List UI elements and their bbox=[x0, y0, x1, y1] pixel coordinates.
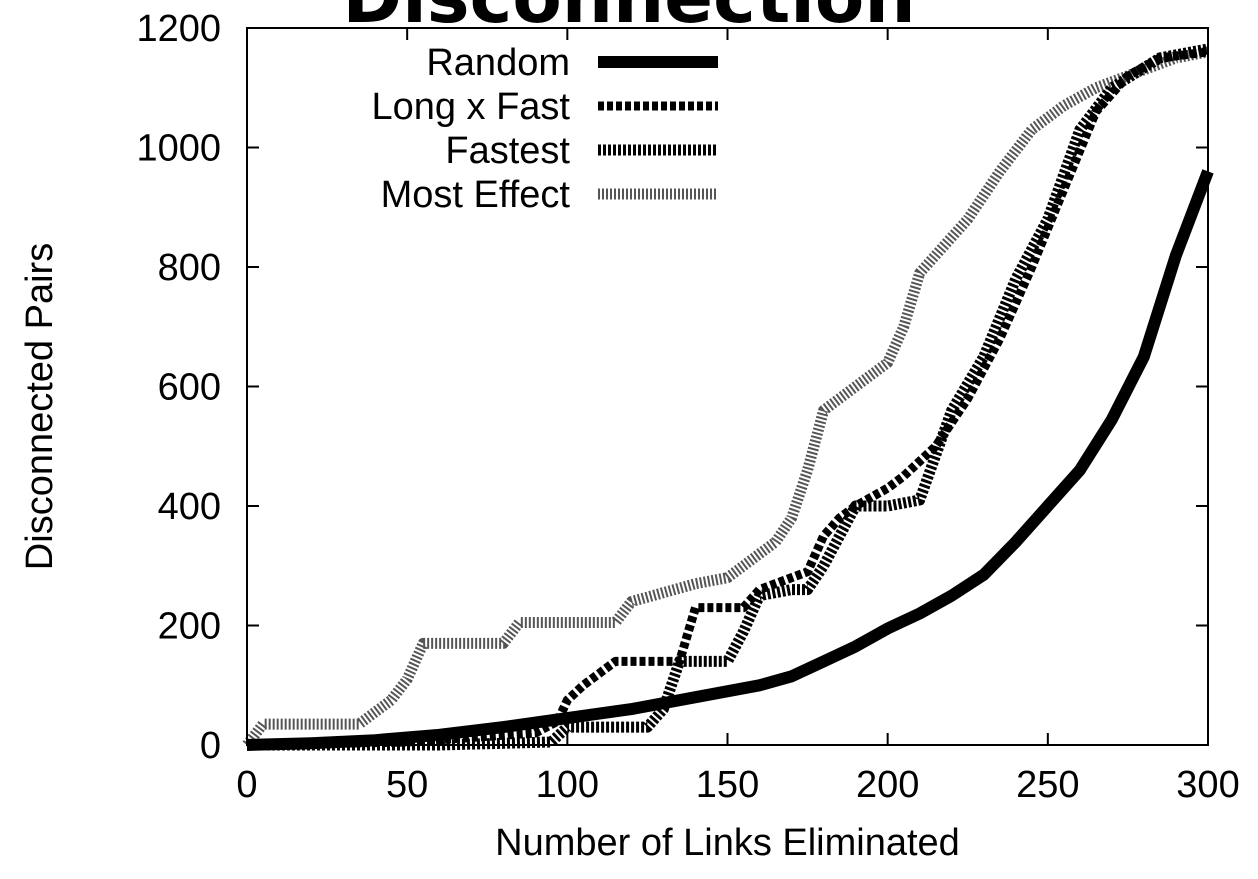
y-tick-label: 200 bbox=[158, 606, 221, 648]
plot-lines bbox=[242, 43, 1214, 751]
legend-label: Fastest bbox=[445, 130, 570, 172]
x-tick-label: 200 bbox=[856, 764, 919, 806]
series-line-most-effect bbox=[242, 46, 1210, 749]
series-line-long-x-fast bbox=[246, 47, 1209, 750]
x-tick-label: 150 bbox=[696, 764, 759, 806]
series-line-fastest bbox=[247, 43, 1210, 751]
y-tick-label: 1200 bbox=[136, 8, 221, 50]
y-tick-label: 0 bbox=[200, 725, 221, 767]
x-tick-label: 250 bbox=[1016, 764, 1079, 806]
tick-labels: 0 50 100 150 200 250 300 0 200 400 600 800 1000 1200 bbox=[136, 8, 1239, 806]
y-tick-label: 1000 bbox=[136, 128, 221, 170]
y-tick-label: 600 bbox=[158, 367, 221, 409]
legend-label: Random bbox=[426, 42, 570, 84]
x-tick-label: 50 bbox=[386, 764, 428, 806]
x-axis-label: Number of Links Eliminated bbox=[495, 822, 960, 864]
x-tick-label: 100 bbox=[536, 764, 599, 806]
x-tick-label: 0 bbox=[236, 764, 257, 806]
y-tick-label: 800 bbox=[158, 247, 221, 289]
legend-label: Most Effect bbox=[381, 174, 571, 216]
y-axis-label: Disconnected Pairs bbox=[19, 243, 61, 570]
axis-ticks bbox=[246, 27, 1209, 746]
plot-frame bbox=[246, 27, 1209, 746]
page-title: Disconnection bbox=[0, 0, 1258, 42]
y-tick-label: 400 bbox=[158, 486, 221, 528]
legend-label: Long x Fast bbox=[371, 86, 570, 128]
x-tick-label: 300 bbox=[1176, 764, 1239, 806]
series-line-random bbox=[246, 169, 1214, 751]
